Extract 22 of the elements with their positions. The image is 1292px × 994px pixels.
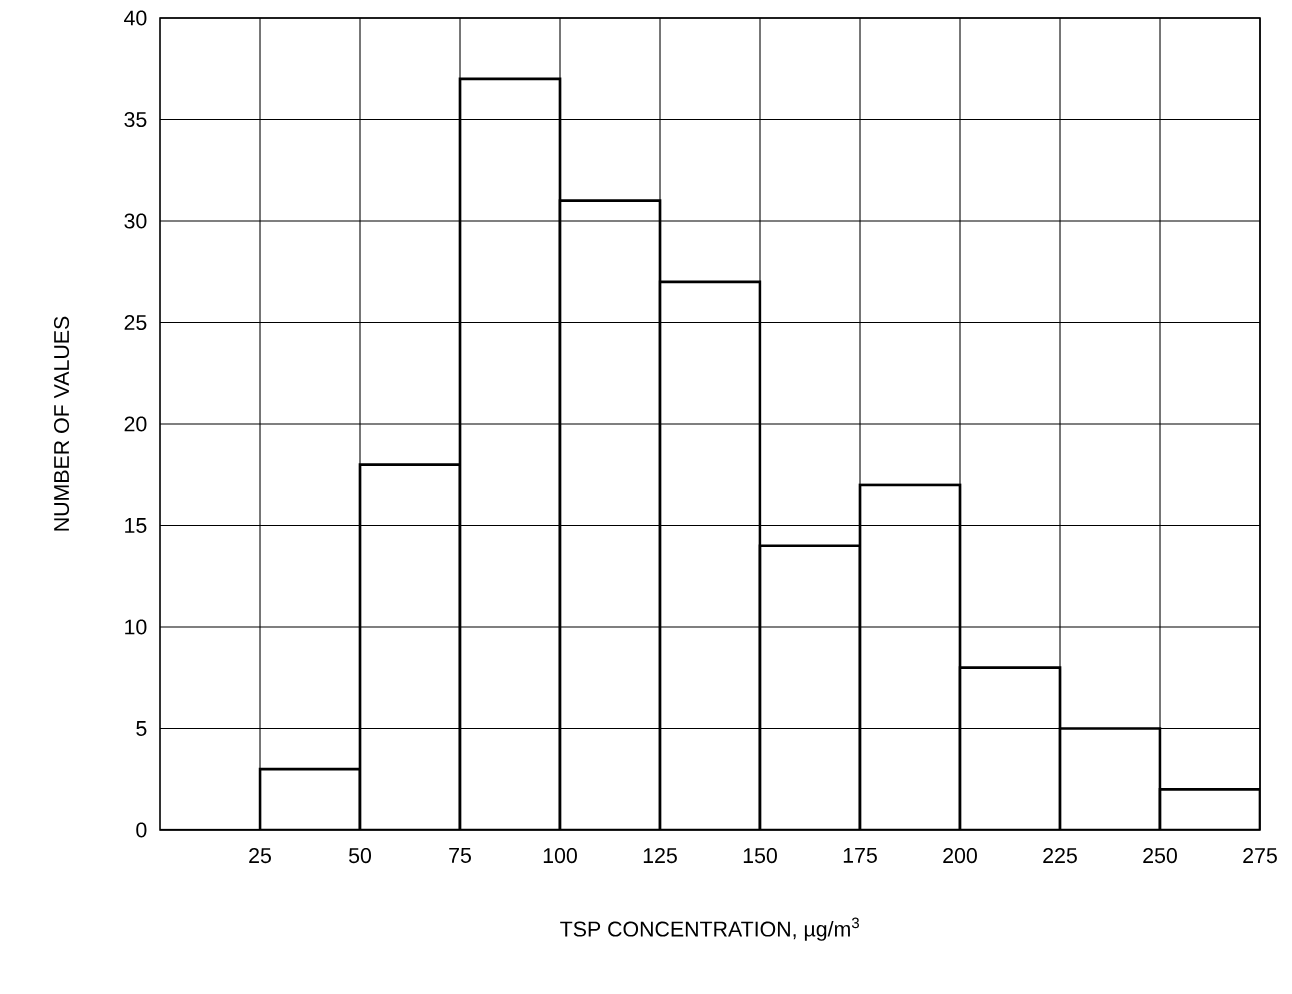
y-tick-label: 25 [124, 314, 147, 331]
y-tick-label: 40 [124, 10, 147, 26]
x-tick-label: 200 [943, 848, 977, 864]
x-tick-label: 50 [349, 848, 372, 864]
x-axis-title: TSP CONCENTRATION, µg/m$^{3}$ [560, 917, 859, 941]
x-tick-label: 25 [249, 848, 271, 864]
x-tick-label: 250 [1143, 848, 1177, 864]
y-tick-label: 15 [125, 518, 147, 533]
x-tick-label: 275 [1243, 848, 1277, 864]
y-tick-label: 0 [136, 822, 147, 838]
x-tick-label: 225 [1043, 848, 1077, 864]
x-tick-label: 175 [843, 848, 877, 863]
y-tick-label: 20 [124, 416, 147, 432]
x-tick-label: 100 [543, 848, 577, 864]
y-axis-title: NUMBER OF VALUES [53, 316, 70, 531]
x-tick-label: 125 [643, 848, 677, 864]
y-tick-label: 5 [136, 721, 147, 736]
y-tick-label: 35 [124, 111, 147, 128]
x-tick-label: 75 [449, 848, 471, 863]
y-tick-label: 30 [124, 213, 147, 229]
x-tick-label: 150 [743, 848, 777, 864]
y-tick-label: 10 [125, 619, 147, 635]
